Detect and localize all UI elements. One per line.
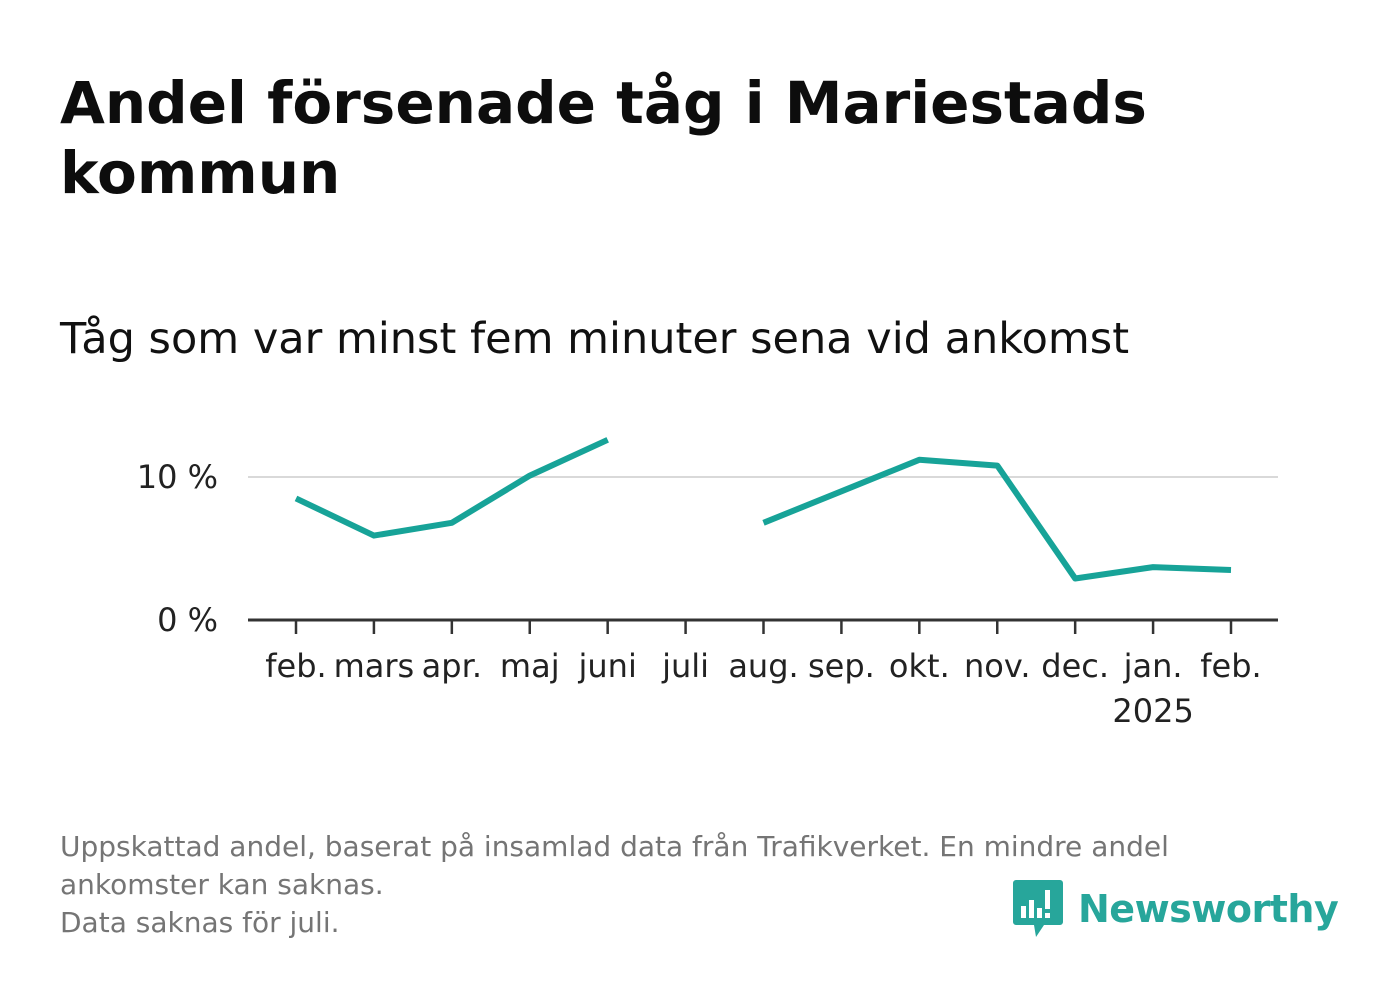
series-layer [293,437,1234,582]
newsworthy-logo: Newsworthy [1012,878,1339,940]
x-tick-label: sep. [808,647,875,685]
x-tick-label: jan. [1123,647,1183,685]
series-line-segment-2 [762,456,1232,582]
footnote: Uppskattad andel, baserat på insamlad da… [60,828,1320,942]
x-tick-label: feb. [265,647,326,685]
x-tick-label: juli [661,647,709,685]
x-year-label: 2025 [1112,692,1193,730]
data-point [761,520,767,526]
data-point [371,533,377,539]
newsworthy-logo-icon [1013,880,1063,937]
x-tick-label: maj [500,647,560,685]
x-tick-label: mars [334,647,415,685]
data-point [527,473,533,479]
footnote-line-1: Uppskattad andel, baserat på insamlad da… [60,830,1169,863]
x-tick-label: juni [577,647,636,685]
footnote-line-3: Data saknas för juli. [60,906,340,939]
series-line-segment-1 [294,437,609,539]
chart-subtitle: Tåg som var minst fem minuter sena vid a… [60,314,1130,364]
chart-title: Andel försenade tåg i Mariestads kommun [60,69,1147,207]
logo-text: Newsworthy [1078,887,1339,931]
data-point [916,457,922,463]
data-point [1150,564,1156,570]
data-point [994,463,1000,469]
y-tick-label: 10 % [137,458,218,496]
y-tick-label: 0 % [157,601,218,639]
y-axis: 0 % 10 % [137,458,218,639]
data-point [605,437,611,443]
x-tick-label: apr. [422,647,482,685]
footnote-line-2: ankomster kan saknas. [60,868,384,901]
x-tick-label: aug. [728,647,798,685]
data-point [293,495,299,501]
data-point [1072,576,1078,582]
x-axis: feb. mars apr. maj juni juli aug. sep. okt. nov. d… [248,618,1278,730]
x-tick-label: nov. [964,647,1030,685]
x-tick-label: feb. [1200,647,1261,685]
x-tick-label: dec. [1041,647,1109,685]
x-tick-label: okt. [889,647,950,685]
data-point [449,520,455,526]
data-point [1228,567,1234,573]
data-point [838,488,844,494]
